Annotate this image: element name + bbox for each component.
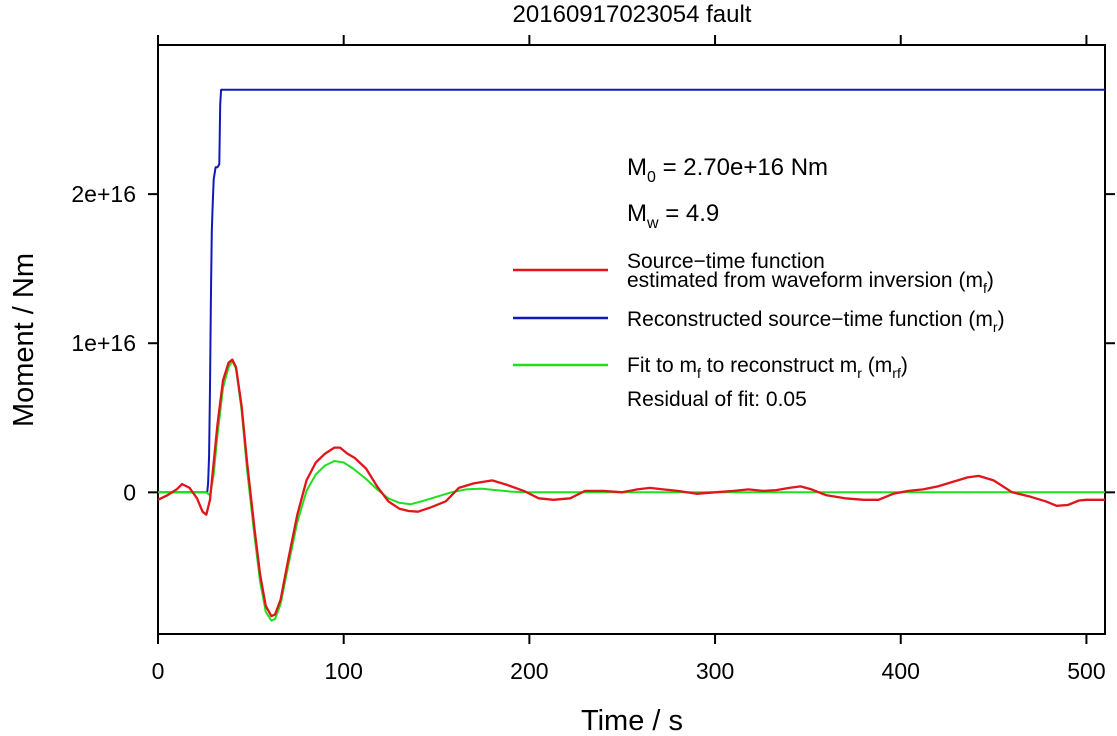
y-tick-label: 0 [123,479,136,505]
plot-frame [157,44,1106,635]
series-layer [157,88,1105,622]
x-tick-label: 0 [152,658,165,684]
y-tick-label: 1e+16 [71,330,136,356]
legend-label-mf-line2: estimated from waveform inversion (mf) [627,269,994,296]
axis-tick-labels: 0 100 200 300 400 500 0 1e+16 2e+16 [71,181,1105,684]
moment-annotation: M0 = 2.70e+16 Nm [627,154,828,186]
legend-label-mrf: Fit to mf to reconstruct mr (mrf) [627,354,908,381]
chart-title: 20160917023054 fault [513,1,752,28]
legend-label-mr: Reconstructed source−time function (mr) [627,308,1005,335]
x-axis-label: Time / s [581,705,683,736]
y-axis-label: Moment / Nm [8,253,40,427]
x-tick-label: 200 [510,658,548,684]
x-tick-label: 300 [696,658,734,684]
annotations: M0 = 2.70e+16 Nm Mw = 4.9 [627,154,828,232]
x-tick-label: 400 [882,658,920,684]
residual-annotation: Residual of fit: 0.05 [627,388,807,411]
magnitude-annotation: Mw = 4.9 [627,200,719,232]
y-tick-label: 2e+16 [71,181,136,207]
series-line-mrf [158,360,1105,622]
series-line-mf [157,358,1105,618]
x-tick-label: 500 [1067,658,1105,684]
legend-label-mf: Source−time function [627,250,825,273]
x-tick-label: 100 [324,658,362,684]
series-line-mr [158,88,1105,494]
axis-ticks [148,35,1115,644]
